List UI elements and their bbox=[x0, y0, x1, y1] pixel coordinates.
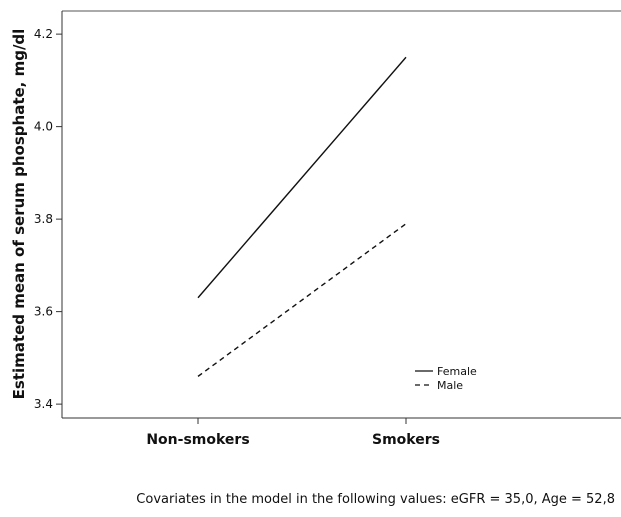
y-tick-label: 3.6 bbox=[34, 305, 53, 319]
y-tick-label: 4.0 bbox=[34, 120, 53, 134]
series-line-female bbox=[197, 56, 407, 299]
y-axis-title: Estimated mean of serum phosphate, mg/dl bbox=[10, 29, 28, 400]
chart-canvas: 3.4 3.6 3.8 4.0 4.2 Non-smokers Smokers Estim… bbox=[10, 10, 621, 448]
legend-label-male: Male bbox=[437, 379, 463, 392]
series-line-male bbox=[197, 223, 407, 377]
x-category-label: Non-smokers bbox=[146, 432, 249, 448]
y-tick-label: 3.4 bbox=[34, 397, 53, 411]
y-tick-label: 4.2 bbox=[34, 27, 53, 41]
x-axis-ticks: Non-smokers Smokers bbox=[146, 418, 440, 448]
series-layer bbox=[197, 56, 407, 377]
legend-label-female: Female bbox=[437, 365, 477, 378]
y-tick-label: 3.8 bbox=[34, 212, 53, 226]
x-category-label: Smokers bbox=[372, 432, 440, 448]
y-axis-ticks: 3.4 3.6 3.8 4.0 4.2 bbox=[34, 27, 62, 411]
covariates-footnote: Covariates in the model in the following… bbox=[136, 492, 615, 507]
